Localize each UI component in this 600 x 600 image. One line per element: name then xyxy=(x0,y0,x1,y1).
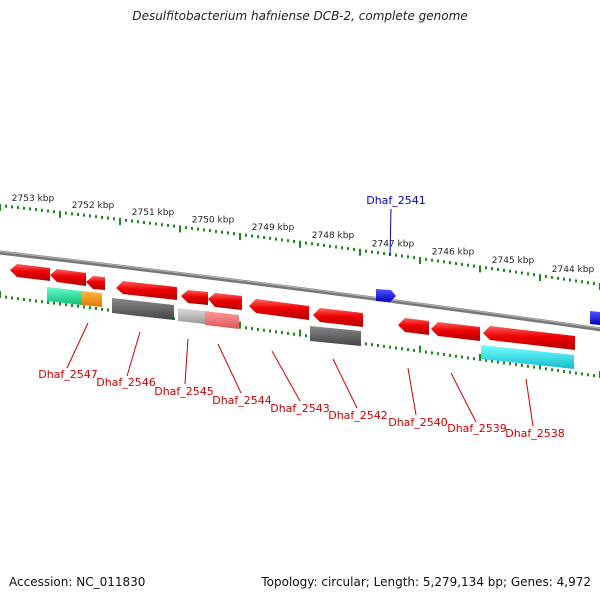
features-forward xyxy=(376,289,600,325)
blue-feature-arrow-edge[interactable] xyxy=(590,311,600,325)
genome-backbone-highlight xyxy=(0,251,600,329)
gene-label[interactable]: Dhaf_2545 xyxy=(154,385,214,398)
scale-label: 2750 kbp xyxy=(192,216,235,226)
gene-labels: Dhaf_2541 Dhaf_2547 Dhaf_2546 Dhaf_2545 … xyxy=(38,194,565,440)
cds-arrow[interactable] xyxy=(483,326,575,350)
map-title: Desulfitobacterium hafniense DCB-2, comp… xyxy=(132,9,468,23)
gene-label-top[interactable]: Dhaf_2541 xyxy=(366,194,426,207)
cyan-block[interactable] xyxy=(481,345,574,369)
orange-block[interactable] xyxy=(82,291,102,307)
gene-label[interactable]: Dhaf_2547 xyxy=(38,368,98,381)
cds-arrow[interactable] xyxy=(398,318,429,335)
cds-arrow[interactable] xyxy=(431,322,480,341)
dark-gray-block[interactable] xyxy=(112,298,174,320)
green-block[interactable] xyxy=(47,287,82,305)
cds-arrow[interactable] xyxy=(86,276,105,290)
annotation-blocks xyxy=(47,287,574,369)
dark-gray-block[interactable] xyxy=(310,326,361,346)
gene-label[interactable]: Dhaf_2538 xyxy=(505,427,565,440)
cds-arrow[interactable] xyxy=(181,290,208,305)
scale-label: 2748 kbp xyxy=(312,231,355,241)
scale-labels: 2753 kbp 2752 kbp 2751 kbp 2750 kbp 2749 kbp… xyxy=(12,194,595,275)
scale-label: 2751 kbp xyxy=(132,208,175,218)
gene-label[interactable]: Dhaf_2546 xyxy=(96,376,156,389)
scale-label: 2753 kbp xyxy=(12,194,55,204)
gene-label[interactable]: Dhaf_2544 xyxy=(212,394,272,407)
upper-scale-ticks xyxy=(0,204,600,290)
cds-arrow[interactable] xyxy=(50,269,86,286)
genome-backbone xyxy=(0,250,600,332)
scale-label: 2749 kbp xyxy=(252,223,295,233)
cds-arrow[interactable] xyxy=(208,293,242,310)
topology-text: Topology: circular; Length: 5,279,134 bp… xyxy=(261,575,591,589)
cds-arrow[interactable] xyxy=(313,308,363,327)
gene-label[interactable]: Dhaf_2542 xyxy=(328,409,388,422)
blue-feature-arrow[interactable] xyxy=(376,289,396,302)
cds-arrow[interactable] xyxy=(10,264,50,281)
light-gray-block[interactable] xyxy=(178,308,205,324)
accession-text: Accession: NC_011830 xyxy=(9,575,146,589)
gene-label[interactable]: Dhaf_2543 xyxy=(270,402,330,415)
cds-arrow[interactable] xyxy=(249,299,309,320)
pink-block[interactable] xyxy=(205,311,239,329)
label-leader-lines xyxy=(66,208,534,427)
scale-label: 2747 kbp xyxy=(372,239,415,249)
gene-label[interactable]: Dhaf_2540 xyxy=(388,416,448,429)
cds-arrow[interactable] xyxy=(116,281,177,300)
gene-label[interactable]: Dhaf_2539 xyxy=(447,422,507,435)
scale-label: 2752 kbp xyxy=(72,201,115,211)
features-reverse xyxy=(10,264,575,350)
scale-label: 2745 kbp xyxy=(492,256,535,266)
scale-label: 2744 kbp xyxy=(552,265,595,275)
scale-label: 2746 kbp xyxy=(432,248,475,258)
